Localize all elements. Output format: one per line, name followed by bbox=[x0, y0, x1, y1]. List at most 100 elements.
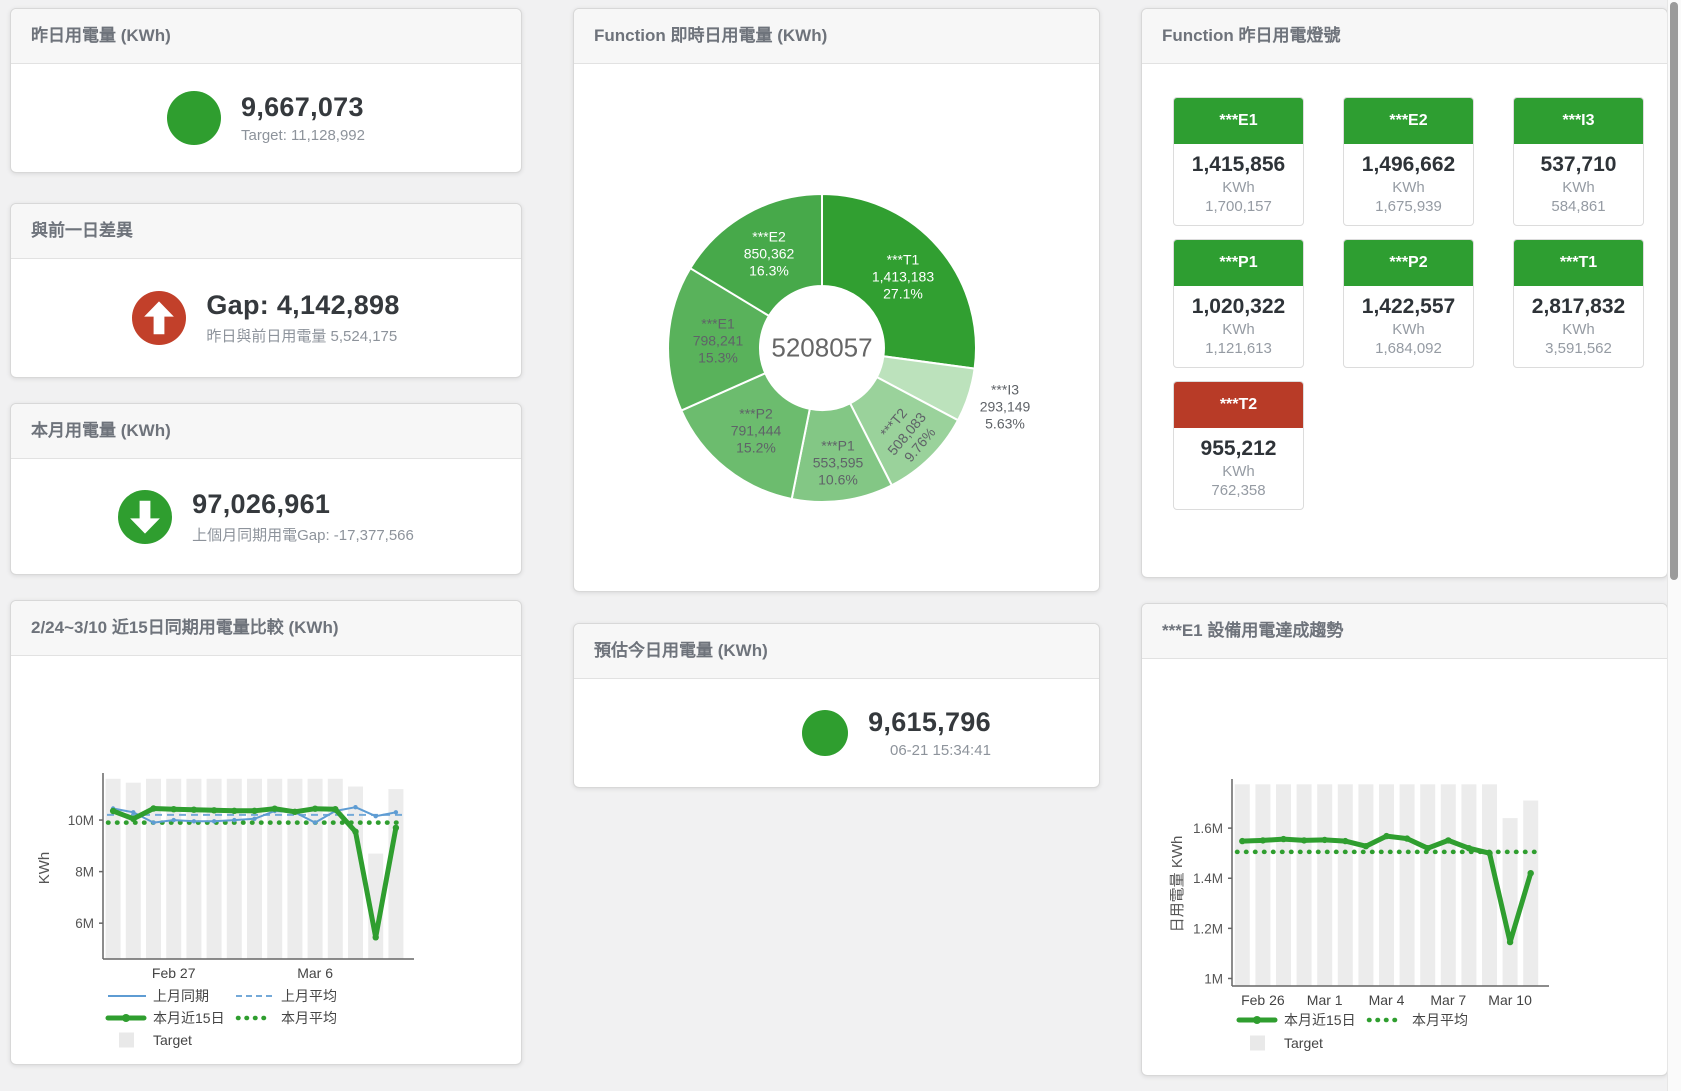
this-month-point bbox=[1506, 938, 1514, 946]
gap-subtitle: 昨日與前日用電量 5,524,175 bbox=[206, 328, 398, 345]
this-month-point bbox=[130, 815, 137, 822]
this-month-point bbox=[271, 805, 278, 812]
month-subtitle: 上個月同期用電Gap: -17,377,566 bbox=[192, 526, 414, 544]
x-tick-label: Mar 1 bbox=[1307, 992, 1343, 1008]
y-tick-label: 1.2M bbox=[1193, 921, 1223, 936]
light-tile-T1: ***T1 2,817,832 KWh 3,591,562 bbox=[1513, 239, 1644, 368]
this-month-point bbox=[1342, 837, 1349, 845]
this-month-point bbox=[1362, 843, 1370, 850]
target-bar bbox=[166, 778, 182, 959]
scrollbar-thumb[interactable] bbox=[1670, 2, 1678, 580]
legend-item-target[interactable]: Target bbox=[119, 1032, 192, 1048]
donut-slice-E2[interactable] bbox=[688, 192, 823, 318]
y-tick-label: 1.4M bbox=[1193, 871, 1223, 886]
legend-item-target[interactable]: Target bbox=[1250, 1035, 1323, 1051]
target-bar bbox=[146, 778, 161, 959]
x-tick-label: Mar 7 bbox=[1430, 992, 1466, 1008]
legend-item-this_month_avg[interactable]: 本月平均 bbox=[235, 1010, 337, 1026]
light-tile-header: ***I3 bbox=[1514, 98, 1643, 144]
this-month-point bbox=[1300, 837, 1308, 844]
panel-title-text: 預估今日用電量 (KWh) bbox=[594, 641, 768, 660]
target-bar bbox=[307, 778, 323, 959]
this-month-point bbox=[231, 807, 238, 814]
panel-title-text: 昨日用電量 (KWh) bbox=[31, 26, 171, 45]
card-day-gap: 與前一日差異 Gap: 4,142,898 昨日與前日用電量 5,524,175 bbox=[10, 203, 522, 378]
last-month-point bbox=[312, 820, 318, 825]
panel-title-month[interactable]: 本月用電量 (KWh) bbox=[11, 404, 521, 459]
panel-title-yesterday[interactable]: 昨日用電量 (KWh) bbox=[11, 9, 521, 64]
target-bar bbox=[1276, 784, 1291, 986]
legend-item-this_month[interactable]: 本月近15日 bbox=[105, 1010, 225, 1026]
target-bar bbox=[186, 778, 202, 959]
target-bar bbox=[1420, 784, 1436, 986]
scrollbar-track[interactable] bbox=[1667, 0, 1681, 1091]
last-month-point bbox=[232, 817, 237, 823]
this-month-point bbox=[291, 808, 299, 815]
light-tile-unit: KWh bbox=[1222, 321, 1255, 338]
y-tick-label: 10M bbox=[68, 813, 94, 828]
legend-item-this_month_avg[interactable]: 本月平均 bbox=[1366, 1012, 1468, 1028]
last-month-point bbox=[252, 816, 257, 821]
legend-label: 本月平均 bbox=[1412, 1012, 1468, 1028]
light-tile-value: 1,020,322 bbox=[1191, 295, 1286, 318]
light-tile-unit: KWh bbox=[1392, 179, 1425, 196]
light-tile-unit: KWh bbox=[1392, 321, 1425, 338]
estimate-timestamp: 06-21 15:34:41 bbox=[889, 742, 991, 759]
panel-title-text: 與前一日差異 bbox=[31, 221, 133, 240]
legend-item-last_month[interactable]: 上月同期 bbox=[108, 988, 209, 1004]
panel-title-text: Function 昨日用電燈號 bbox=[1162, 26, 1341, 45]
donut-slice-E1[interactable] bbox=[667, 266, 771, 412]
x-tick-label: Mar 6 bbox=[297, 965, 333, 981]
target-bar bbox=[1296, 784, 1312, 986]
this-month-point bbox=[1321, 836, 1328, 844]
light-tile-target: 1,675,939 bbox=[1375, 198, 1442, 215]
light-tile-unit: KWh bbox=[1222, 179, 1255, 196]
light-tile-value: 955,212 bbox=[1200, 437, 1277, 460]
this-month-point bbox=[1383, 832, 1390, 840]
y-tick-label: 6M bbox=[75, 916, 94, 931]
legend-label: Target bbox=[153, 1032, 192, 1048]
donut-slice-T1[interactable] bbox=[821, 192, 977, 370]
this-month-point bbox=[1424, 845, 1431, 852]
legend-label: 本月近15日 bbox=[1284, 1012, 1356, 1028]
this-month-point bbox=[392, 824, 400, 831]
this-month-point bbox=[190, 806, 198, 813]
donut-slice-P2[interactable] bbox=[679, 371, 811, 501]
last-month-point bbox=[151, 820, 156, 825]
legend-item-this_month[interactable]: 本月近15日 bbox=[1236, 1012, 1356, 1028]
panel-title-donut[interactable]: Function 即時日用電量 (KWh) bbox=[574, 9, 1099, 64]
x-tick-label: Mar 4 bbox=[1369, 992, 1405, 1008]
card-function-lights: Function 昨日用電燈號 ***E1 1,415,856 KWh 1,700,1… bbox=[1141, 8, 1668, 578]
light-tile-unit: KWh bbox=[1562, 321, 1595, 338]
panel-title-compare15[interactable]: 2/24~3/10 近15日同期用電量比較 (KWh) bbox=[11, 601, 521, 656]
panel-title-lights[interactable]: Function 昨日用電燈號 bbox=[1142, 9, 1667, 64]
legend-label: 上月同期 bbox=[153, 988, 209, 1004]
target-bar bbox=[105, 778, 121, 959]
light-tile-E1: ***E1 1,415,856 KWh 1,700,157 bbox=[1173, 97, 1304, 226]
panel-title-e1trend[interactable]: ***E1 設備用電達成趨勢 bbox=[1142, 604, 1667, 659]
status-circle-icon bbox=[802, 710, 849, 756]
panel-title-text: Function 即時日用電量 (KWh) bbox=[594, 26, 828, 45]
y-axis-title: 日用電量 KWh bbox=[1169, 836, 1186, 933]
target-bar bbox=[287, 778, 303, 959]
target-bar bbox=[1482, 784, 1497, 986]
month-value: 97,026,961 bbox=[192, 488, 331, 519]
light-tile-E2: ***E2 1,496,662 KWh 1,675,939 bbox=[1343, 97, 1474, 226]
legend-item-last_month_avg[interactable]: 上月平均 bbox=[236, 988, 337, 1004]
light-tile-unit: KWh bbox=[1562, 179, 1595, 196]
last-month-point bbox=[353, 805, 358, 810]
light-tile-header: ***T2 bbox=[1174, 382, 1303, 428]
estimate-value: 9,615,796 bbox=[868, 707, 991, 737]
this-month-point bbox=[109, 807, 117, 815]
x-tick-label: Feb 27 bbox=[152, 965, 196, 981]
card-function-realtime-donut: Function 即時日用電量 (KWh) 5208057 ***T1 1,413… bbox=[573, 8, 1100, 592]
panel-title-estimate[interactable]: 預估今日用電量 (KWh) bbox=[574, 624, 1099, 679]
panel-title-gap[interactable]: 與前一日差異 bbox=[11, 204, 521, 259]
panel-title-text: ***E1 設備用電達成趨勢 bbox=[1162, 621, 1344, 640]
target-bar bbox=[1502, 818, 1518, 986]
light-tile-header: ***P1 bbox=[1174, 240, 1303, 286]
light-tile-target: 584,861 bbox=[1551, 198, 1606, 215]
this-month-point bbox=[170, 806, 177, 813]
light-tile-header: ***E1 bbox=[1174, 98, 1303, 144]
